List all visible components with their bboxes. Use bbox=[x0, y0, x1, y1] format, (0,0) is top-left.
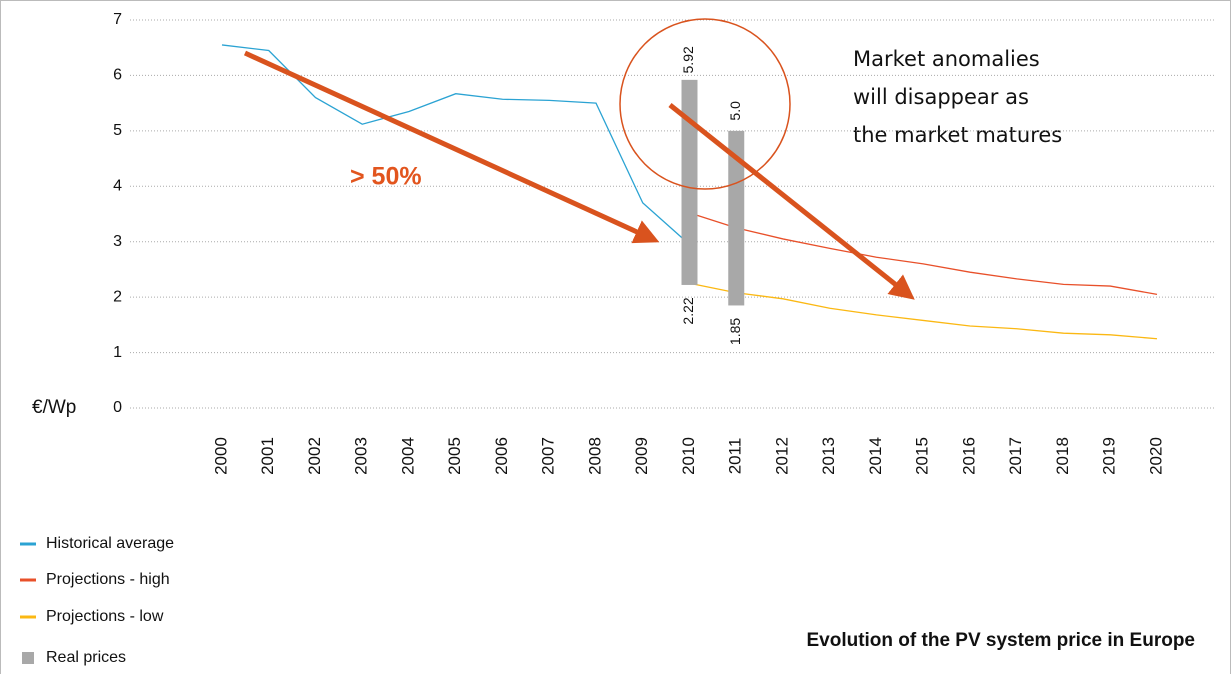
annotation: will disappear as bbox=[853, 85, 1029, 109]
legend-label: Real prices bbox=[46, 649, 126, 666]
legend-label: Projections - high bbox=[46, 571, 170, 588]
y-axis-label: €/Wp bbox=[32, 397, 76, 418]
legend-swatch bbox=[22, 652, 34, 664]
x-tick-label: 2018 bbox=[1053, 437, 1072, 475]
arrow bbox=[668, 103, 915, 300]
y-tick-label: 3 bbox=[113, 233, 122, 250]
range-bar bbox=[728, 130, 745, 306]
highlight-circle bbox=[619, 18, 791, 190]
x-tick-label: 2019 bbox=[1100, 437, 1119, 475]
legend-label: Historical average bbox=[46, 535, 174, 552]
x-tick-label: 2007 bbox=[539, 437, 558, 475]
annotation: the market matures bbox=[853, 123, 1062, 147]
x-tick-label: 2004 bbox=[398, 437, 417, 475]
x-tick-label: 2003 bbox=[352, 437, 371, 475]
x-tick-label: 2006 bbox=[492, 437, 511, 475]
y-tick-label: 5 bbox=[113, 122, 122, 139]
annotation: Market anomalies bbox=[853, 47, 1040, 71]
x-tick-label: 2001 bbox=[258, 437, 277, 475]
x-tick-label: 2015 bbox=[913, 437, 932, 475]
x-tick-label: 2016 bbox=[959, 437, 978, 475]
data-label: 5.92 bbox=[680, 46, 696, 73]
data-label: 5.0 bbox=[727, 101, 743, 121]
data-label: 2.22 bbox=[680, 297, 696, 324]
arrow bbox=[243, 50, 660, 244]
x-tick-label: 2008 bbox=[585, 437, 604, 475]
y-tick-label: 7 bbox=[113, 11, 122, 28]
x-tick-label: 2002 bbox=[305, 437, 324, 475]
x-tick-label: 2005 bbox=[445, 437, 464, 475]
x-tick-label: 2014 bbox=[866, 437, 885, 475]
y-tick-label: 6 bbox=[113, 67, 122, 84]
x-tick-label: 2012 bbox=[772, 437, 791, 475]
x-tick-label: 2020 bbox=[1146, 437, 1165, 475]
x-tick-label: 2017 bbox=[1006, 437, 1025, 475]
y-tick-label: 0 bbox=[113, 399, 122, 416]
data-label: 1.85 bbox=[727, 318, 743, 345]
x-tick-label: 2013 bbox=[819, 437, 838, 475]
chart-title: Evolution of the PV system price in Euro… bbox=[806, 630, 1195, 651]
series-line bbox=[689, 282, 1158, 340]
x-tick-label: 2011 bbox=[726, 438, 745, 475]
x-tick-label: 2000 bbox=[211, 437, 230, 475]
y-tick-label: 2 bbox=[113, 288, 122, 305]
x-tick-label: 2010 bbox=[679, 437, 698, 475]
y-tick-label: 1 bbox=[113, 344, 122, 361]
plot-area: 0 1 2 3 4 5 6 7 2000 2001 2002 2003 2004 2005 2006 2007… bbox=[20, 11, 1215, 666]
series-line bbox=[689, 212, 1158, 296]
y-tick-label: 4 bbox=[113, 178, 122, 195]
x-tick-label: 2009 bbox=[632, 437, 651, 475]
legend-label: Projections - low bbox=[46, 608, 164, 625]
series-line bbox=[221, 44, 690, 245]
range-bar bbox=[681, 79, 698, 285]
decorations bbox=[243, 18, 915, 300]
